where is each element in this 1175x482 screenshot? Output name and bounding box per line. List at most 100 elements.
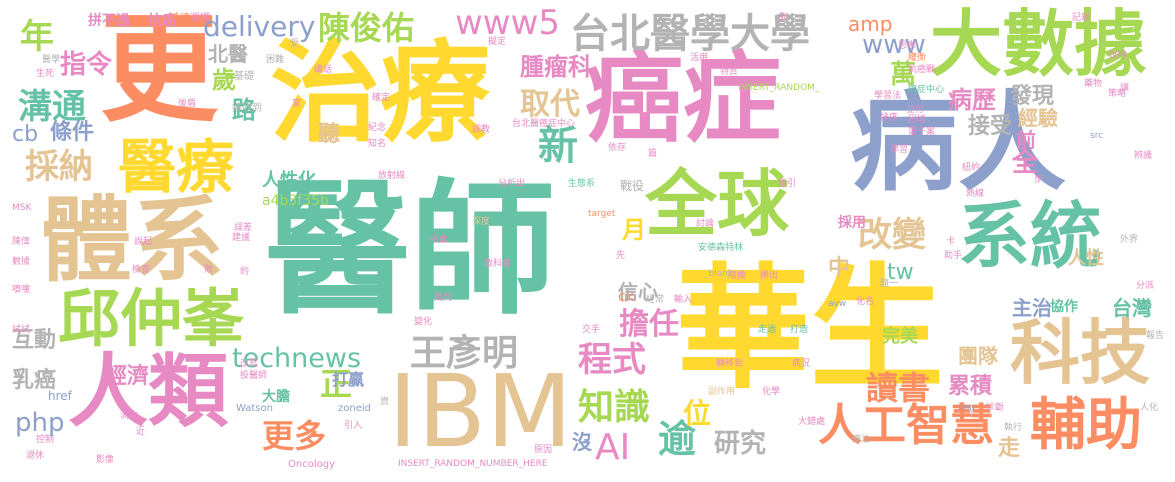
word-xiaohua: 消化 (120, 411, 139, 421)
word-li: 例 (778, 13, 788, 23)
word-xiaoyong: 效用 (1108, 51, 1127, 61)
word-tiaojian: 條件 (50, 120, 95, 145)
word-dianzian: 電子案 (908, 127, 936, 137)
word-cancer-center: 癌症中心 (908, 85, 945, 95)
word-tw: tw (887, 260, 914, 285)
word-tuixiu: 退休 (26, 451, 45, 461)
word-chenwei: 陳偉 (12, 237, 31, 247)
word-oncology: Oncology (288, 459, 335, 470)
word-gaixie: 改寫 (240, 359, 259, 369)
word-touyishi: 投醫師 (240, 371, 268, 381)
word-zheng: 正 (320, 365, 353, 403)
word-jinian: 紀念 (368, 123, 387, 133)
word-ck: ck (618, 289, 634, 305)
word-xin: 新 (538, 123, 578, 169)
word-zhong: 中 (828, 256, 851, 281)
word-target: target (588, 209, 616, 219)
word-celue: 策略 (1108, 89, 1127, 99)
word-caina: 採納 (25, 147, 93, 187)
word-a4b3f35b: a4b3f35b (262, 193, 329, 209)
word-xiezuo: 協作 (1050, 299, 1078, 315)
word-kongzhi: 控制 (36, 435, 55, 445)
word-bingkuang: 病況 (792, 359, 811, 369)
word-kunjing: 困境 (908, 115, 927, 125)
word-yicun: 依存 (608, 143, 627, 153)
word-enhui: 恩惠 (898, 41, 917, 51)
word-bianshi: 辨識 (1134, 151, 1153, 161)
word-shendu: 深度 (472, 217, 491, 227)
word-nian: 年 (20, 17, 54, 57)
word-niuyue: 紐約 (962, 163, 981, 173)
word-chixu: 持續 (170, 13, 190, 24)
word-zhenduan: 診斷 (986, 403, 1005, 413)
word-quanqiu: 全球 (645, 162, 790, 246)
word-taiwan: 台灣 (1112, 296, 1152, 320)
word-yingxiang: 影像 (96, 455, 115, 465)
word-jilu: 記錄 (1072, 13, 1091, 23)
word-huaxue: 化學 (762, 387, 781, 397)
word-yiliao: 醫療 (118, 133, 235, 201)
word-ai: AI (595, 427, 631, 468)
word-beiyi: 北醫 (208, 42, 248, 66)
word-jichu: 基礎 (234, 71, 254, 82)
word-watson: Watson (236, 403, 273, 414)
word-bingli: 病歷 (948, 86, 996, 114)
word-dazao: 打造 (790, 325, 809, 335)
word-gengduo: 更多 (262, 417, 327, 455)
word-shuru: 輸入 (674, 295, 693, 305)
word-sui: 歲 (212, 66, 236, 94)
word-daying: 打贏 (332, 370, 365, 389)
word-fangshexian: 放射線 (378, 171, 406, 181)
word-fenxichu: 分析出 (498, 179, 526, 189)
word-www5: www5 (455, 3, 561, 43)
word-src: src (1090, 131, 1104, 141)
word-dashuju: 大數據 (930, 2, 1147, 86)
word-tezhi: 特質 (720, 67, 739, 77)
word-jiaokeshu: 教科書 (484, 259, 512, 269)
word-fenpai: 分派 (1136, 281, 1155, 291)
word-shuoqi: 說起 (134, 237, 153, 247)
word-xitong: 系統 (958, 194, 1103, 278)
word-delivery: delivery (203, 10, 316, 43)
word-jianyi: 建議 (232, 233, 251, 243)
word-jiancha: 檢查 (132, 265, 151, 275)
word-yici: 依此 (430, 235, 449, 245)
word-zhiliao: 治療 (270, 29, 490, 157)
word-kangai: 抗癌 (148, 13, 176, 29)
word-huaming: 化名 (856, 297, 875, 307)
word-dacuochu: 大錯處 (798, 417, 826, 427)
word-xuexi: 學習 (890, 145, 909, 155)
word-zouguo: 走過 (758, 325, 777, 335)
word-technews: technews (232, 343, 362, 374)
word-aizheng: 癌症 (585, 42, 782, 156)
word-jin: 近 (136, 427, 146, 437)
word-ibm: IBM (388, 353, 573, 470)
word-paixu: 排序 (880, 113, 899, 123)
word-yue2: 約 (240, 267, 250, 277)
word-caiyong: 採用 (838, 215, 866, 231)
word-www: www (862, 30, 926, 60)
word-zhuzhi: 主治 (1012, 296, 1052, 320)
word-houdun: 後盾 (178, 99, 197, 109)
word-jieshoudao: 接收到 (232, 103, 262, 114)
word-wanmei: 完美 (882, 326, 918, 347)
word-tuandui: 團隊 (958, 344, 998, 368)
word-yaowu: 藥物 (1084, 79, 1103, 89)
word-zhongliuke: 腫瘤科 (520, 53, 592, 81)
word-wei: 位 (683, 397, 712, 430)
word-amp: amp (848, 12, 893, 36)
word-zi: 資 (380, 397, 390, 407)
word-dadan: 大膽 (262, 389, 290, 405)
word-hudong: 互動 (12, 328, 57, 353)
word-bianhua: 變化 (414, 317, 433, 327)
word-fuzuoyong: 副作用 (708, 387, 736, 397)
word-zou: 走 (998, 436, 1021, 461)
word-yanjiu: 研究 (714, 429, 767, 459)
word-ka: 卡 (946, 237, 956, 247)
word-yinru: 引入 (344, 421, 363, 431)
word-zhushou: 助手 (944, 251, 963, 261)
word-quanheng: 權衡 (908, 53, 927, 63)
word-mei: 沒 (572, 430, 592, 454)
word-shuju: 數據 (12, 257, 31, 267)
